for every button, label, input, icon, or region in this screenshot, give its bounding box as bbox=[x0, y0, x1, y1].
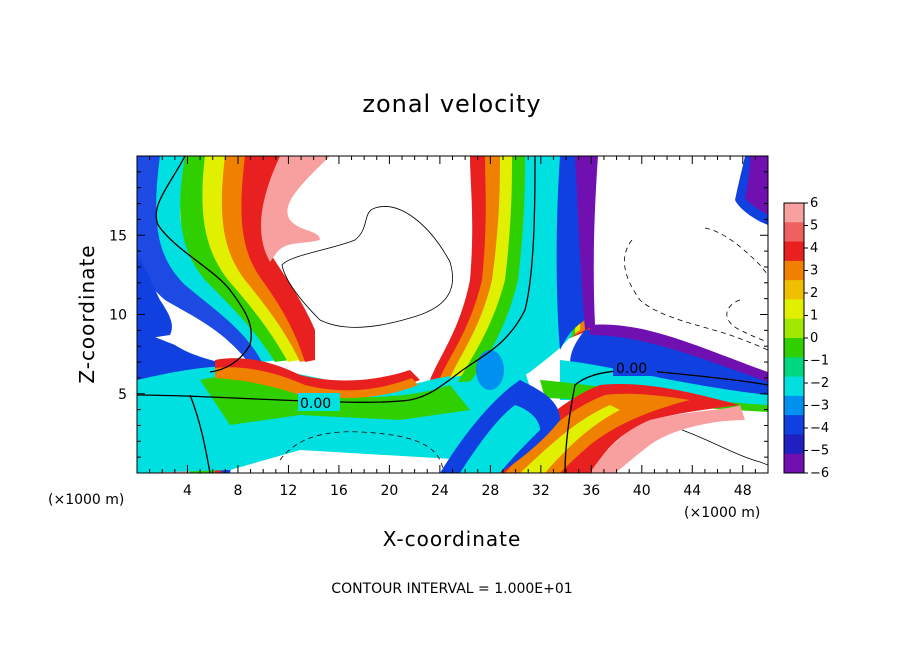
y-axis-title: Z-coordinate bbox=[75, 244, 99, 383]
colorbar-swatch bbox=[784, 318, 804, 339]
field-right-band-blue bbox=[570, 329, 768, 405]
colorbar-swatch bbox=[784, 376, 804, 397]
y-tick-label: 15 bbox=[109, 228, 127, 244]
x-axis-title: X-coordinate bbox=[383, 527, 522, 551]
x-tick-label: 40 bbox=[633, 483, 651, 499]
colorbar-swatch bbox=[784, 453, 804, 474]
field-plume-cyan bbox=[460, 156, 575, 395]
colorbar-swatch bbox=[784, 203, 804, 223]
x-tick-label: 48 bbox=[734, 483, 752, 499]
contour-thin-lower-right bbox=[681, 429, 768, 466]
colorbar-swatch bbox=[784, 357, 804, 378]
colorbar-swatch bbox=[784, 222, 804, 243]
x-tick-label: 20 bbox=[380, 483, 398, 499]
colorbar-tick-label: 6 bbox=[810, 196, 818, 211]
field-blob-blue bbox=[476, 350, 504, 390]
chart-title: zonal velocity bbox=[362, 90, 541, 118]
field-right-band-violet bbox=[590, 324, 768, 382]
field-plume-violet bbox=[575, 156, 598, 330]
colorbar-swatch bbox=[784, 241, 804, 262]
colorbar-swatch bbox=[784, 395, 804, 416]
x-unit-label-right: (×1000 m) bbox=[684, 505, 760, 521]
colorbar-swatch bbox=[784, 280, 804, 300]
contour-label-right: 0.00 bbox=[616, 361, 647, 377]
colorbar-swatch bbox=[784, 260, 804, 281]
y-axis-ticks: 5 10 15 bbox=[109, 155, 768, 474]
colorbar-tick-label: −5 bbox=[810, 444, 829, 459]
x-tick-label: 8 bbox=[233, 483, 242, 499]
colorbar-swatch bbox=[784, 415, 804, 435]
field-band-left-red bbox=[241, 156, 315, 362]
field-lower-right-pink bbox=[590, 405, 745, 473]
x-tick-label: 32 bbox=[532, 483, 550, 499]
colorbar-tick-label: −6 bbox=[810, 466, 829, 481]
field-lower-center-cyan bbox=[460, 405, 540, 473]
colorbar-tick-label: −3 bbox=[810, 399, 829, 414]
contour-solid-lower-left bbox=[189, 394, 211, 473]
contour-dashed-right-inner bbox=[726, 299, 768, 343]
x-tick-label: 36 bbox=[582, 483, 600, 499]
colorbar-swatch bbox=[784, 299, 804, 320]
colorbar-tick-label: 5 bbox=[810, 219, 818, 234]
x-tick-label: 28 bbox=[481, 483, 499, 499]
y-tick-label: 5 bbox=[118, 387, 127, 403]
x-tick-label: 16 bbox=[330, 483, 348, 499]
colorbar: 6 5 4 3 2 1 0 −1 −2 −3 −4 −5 −6 bbox=[783, 196, 829, 481]
field-mid-band-orange bbox=[215, 367, 418, 398]
contour-interval-note: CONTOUR INTERVAL = 1.000E+01 bbox=[331, 581, 572, 597]
colorbar-tick-label: −1 bbox=[810, 354, 829, 369]
colorbar-swatch bbox=[784, 434, 804, 455]
field-upper-right-violet bbox=[745, 156, 768, 215]
x-axis-ticks: 4 8 12 16 20 24 28 32 36 40 44 48 bbox=[136, 156, 769, 499]
colorbar-tick-label: 1 bbox=[810, 309, 818, 324]
contour-dashed-right bbox=[624, 227, 768, 351]
contour-dashed-lower bbox=[279, 431, 446, 473]
colorbar-tick-label: 4 bbox=[810, 241, 818, 256]
x-tick-label: 4 bbox=[183, 483, 192, 499]
x-tick-label: 44 bbox=[683, 483, 701, 499]
contour-solid-zero-lower bbox=[137, 156, 536, 403]
field-left-edge-blue bbox=[137, 255, 172, 340]
colorbar-tick-label: −2 bbox=[810, 376, 829, 391]
contour-label-left: 0.00 bbox=[300, 396, 331, 412]
x-unit-label-left: (×1000 m) bbox=[48, 492, 124, 508]
field-mid-band-red bbox=[215, 358, 420, 393]
contour-thin-ring bbox=[281, 206, 453, 328]
velocity-field bbox=[137, 156, 768, 473]
y-tick-label: 10 bbox=[109, 308, 127, 324]
colorbar-swatch bbox=[784, 338, 804, 358]
colorbar-tick-label: 2 bbox=[810, 286, 818, 301]
x-tick-label: 24 bbox=[431, 483, 449, 499]
colorbar-tick-label: 0 bbox=[810, 331, 818, 346]
colorbar-tick-label: 3 bbox=[810, 264, 818, 279]
colorbar-tick-label: −4 bbox=[810, 421, 829, 436]
field-lower-right-yellow bbox=[520, 405, 620, 473]
contour-solid-left bbox=[155, 156, 252, 373]
field-band-left-pink bbox=[260, 156, 330, 262]
contour-solid-zero-upper bbox=[564, 369, 768, 473]
x-tick-label: 12 bbox=[280, 483, 298, 499]
